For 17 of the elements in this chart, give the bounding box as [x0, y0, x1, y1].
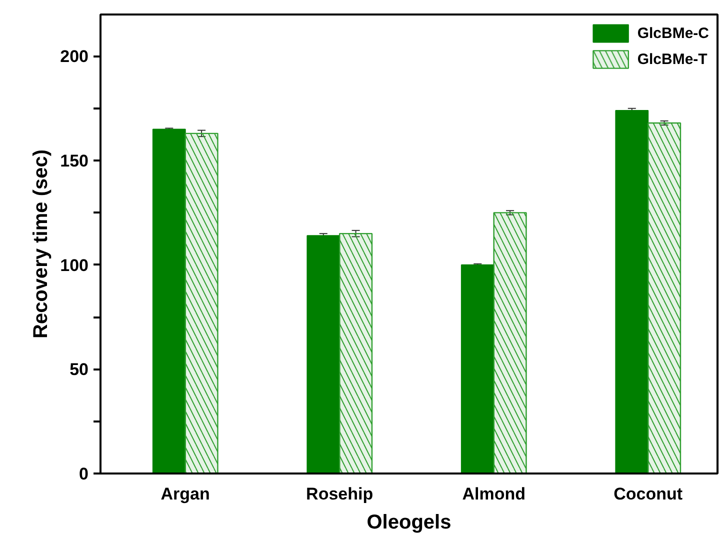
x-axis-title: Oleogels: [366, 512, 452, 534]
bar: [306, 235, 340, 474]
y-tick-label: 150: [60, 152, 89, 171]
y-tick-label: 200: [60, 47, 89, 66]
bar: [615, 110, 649, 474]
y-tick-label: 100: [60, 256, 89, 275]
x-tick-label: Coconut: [614, 484, 683, 504]
y-tick-label: 50: [70, 360, 89, 380]
bar: [152, 128, 186, 474]
y-tick-label: 0: [79, 464, 89, 484]
x-tick-label: Argan: [160, 484, 210, 504]
x-tick-label: Almond: [462, 484, 526, 504]
legend-label: GlcBMe-C: [637, 24, 709, 42]
x-tick-label: Rosehip: [306, 484, 374, 504]
legend-label: GlcBMe-T: [637, 50, 708, 68]
bar: [460, 264, 494, 474]
y-axis-title: Recovery time (sec): [30, 150, 52, 338]
